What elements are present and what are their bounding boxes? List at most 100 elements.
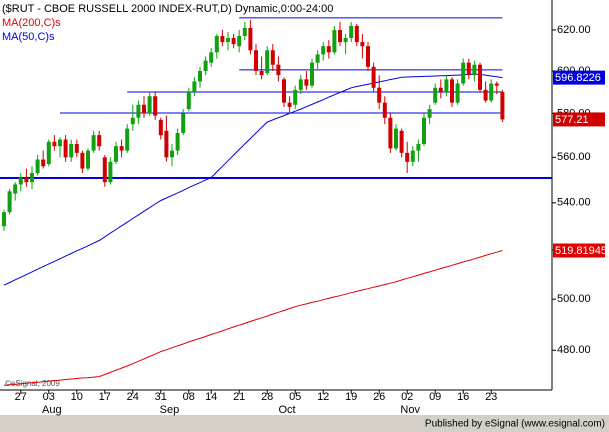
candle-body xyxy=(114,146,118,162)
candle-body xyxy=(97,135,102,147)
candle-body xyxy=(343,38,348,43)
x-tick-label: 19 xyxy=(345,391,357,403)
y-tick-label: 500.00 xyxy=(557,293,591,305)
candle-body xyxy=(13,184,18,194)
x-tick-label: 31 xyxy=(155,391,167,403)
candle-body xyxy=(455,83,460,103)
value-tag xyxy=(553,243,605,258)
candle-body xyxy=(147,96,152,114)
candle-body xyxy=(433,87,438,103)
candle-body xyxy=(125,128,130,151)
candle-body xyxy=(422,117,426,144)
x-tick-label: 23 xyxy=(485,391,497,403)
candle-body xyxy=(472,64,477,76)
candle-body xyxy=(304,79,309,86)
x-tick-label: 24 xyxy=(127,391,139,403)
x-tick-label: 12 xyxy=(317,391,329,403)
candle-body xyxy=(220,35,225,43)
candle-body xyxy=(270,50,275,65)
candle-body xyxy=(52,141,57,147)
value-tag-label: 519.81945 xyxy=(555,245,607,257)
candle-body xyxy=(74,143,79,153)
candle-body xyxy=(321,46,326,55)
month-label: Aug xyxy=(42,404,62,416)
candle-body xyxy=(360,42,365,47)
x-tick-label: 27 xyxy=(15,391,27,403)
candle-body xyxy=(494,83,499,86)
x-tick-label: 08 xyxy=(183,391,195,403)
candle-body xyxy=(405,152,410,162)
candle-body xyxy=(198,70,202,82)
month-label: Nov xyxy=(400,404,420,416)
candle-body xyxy=(461,62,466,84)
candle-body xyxy=(410,150,415,162)
candle-body xyxy=(354,25,359,43)
candle-body xyxy=(119,146,124,151)
candle-body xyxy=(237,35,242,47)
candle-body xyxy=(58,139,62,147)
candle-body xyxy=(315,54,320,63)
y-tick-label: 620.00 xyxy=(557,24,591,36)
candle-body xyxy=(46,141,51,165)
candle-body xyxy=(170,150,174,158)
candle-body xyxy=(181,113,186,133)
candle-body xyxy=(382,102,387,118)
y-tick-label: 560.00 xyxy=(557,151,591,163)
candle-body xyxy=(489,83,494,101)
candle-body xyxy=(231,38,236,45)
candle-body xyxy=(399,130,404,153)
candle-body xyxy=(164,130,169,158)
candle-body xyxy=(326,46,331,53)
candle-body xyxy=(349,25,354,39)
candle-body xyxy=(102,157,107,183)
candle-body xyxy=(214,35,219,53)
value-tag xyxy=(553,70,605,85)
x-tick-label: 09 xyxy=(429,391,441,403)
candle-body xyxy=(209,52,214,63)
candle-body xyxy=(80,152,85,169)
candle-body xyxy=(7,191,12,213)
legend-entry: MA(200,C)s xyxy=(2,17,61,29)
candle-body xyxy=(63,139,68,158)
value-tag-label: 577.21 xyxy=(555,114,589,126)
candle-body xyxy=(86,150,90,169)
candle-body xyxy=(276,64,281,76)
candle-body xyxy=(186,91,191,110)
value-tag-label: 596.8226 xyxy=(555,72,601,84)
candle-body xyxy=(30,173,34,183)
candle-body xyxy=(366,46,370,67)
ma-line xyxy=(3,73,503,286)
candle-body xyxy=(394,128,398,149)
candle-body xyxy=(438,87,443,92)
candle-body xyxy=(377,87,382,103)
x-tick-label: 02 xyxy=(401,391,413,403)
ma-line xyxy=(3,250,503,386)
x-tick-label: 17 xyxy=(99,391,111,403)
candle-body xyxy=(153,96,158,116)
candle-body xyxy=(332,29,337,53)
candle-body xyxy=(142,104,146,114)
candle-body xyxy=(444,79,449,92)
candle-body xyxy=(287,102,292,107)
candle-body xyxy=(259,70,264,76)
month-label: Oct xyxy=(278,404,295,416)
candle-body xyxy=(478,64,482,90)
candle-body xyxy=(242,27,247,36)
candle-body xyxy=(450,79,454,103)
x-tick-label: 21 xyxy=(233,391,245,403)
candle-body xyxy=(203,60,208,71)
x-tick-label: 16 xyxy=(457,391,469,403)
value-tag xyxy=(553,112,605,127)
x-tick-label: 10 xyxy=(71,391,83,403)
candle-body xyxy=(130,117,135,125)
candle-body xyxy=(338,29,342,43)
y-tick-label: 480.00 xyxy=(557,344,591,356)
chart-title: ($RUT - CBOE RUSSELL 2000 INDEX-RUT,D) D… xyxy=(2,3,333,15)
month-label: Sep xyxy=(160,404,180,416)
x-tick-label: 03 xyxy=(43,391,55,403)
candle-body xyxy=(298,79,303,90)
candle-body xyxy=(24,177,29,183)
candle-body xyxy=(388,117,393,149)
footer-bar xyxy=(0,415,609,432)
